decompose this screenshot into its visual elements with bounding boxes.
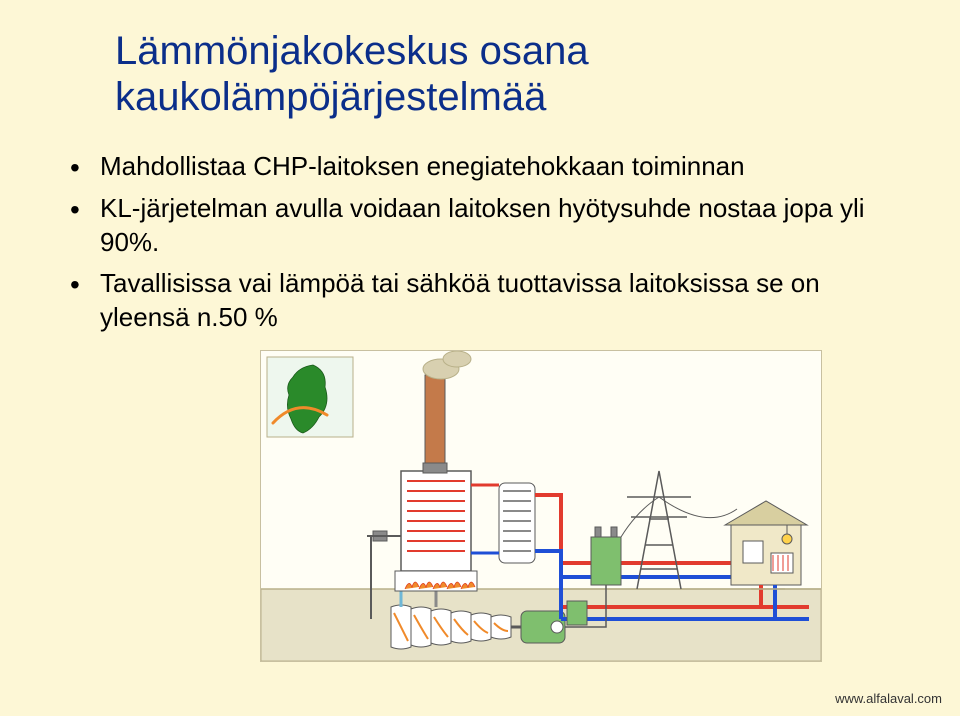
- bullet-item: Tavallisissa vai lämpöä tai sähköä tuott…: [60, 267, 880, 335]
- bullet-list: Mahdollistaa CHP-laitoksen enegiatehokka…: [60, 150, 880, 343]
- title-line-1: Lämmönjakokeskus osana: [115, 29, 589, 73]
- slide: Lämmönjakokeskus osana kaukolämpöjärjest…: [0, 0, 960, 716]
- bullet-text-2: KL-järjetelman avulla voidaan laitoksen …: [100, 193, 865, 257]
- chp-diagram: [260, 350, 822, 662]
- bullet-text-1: Mahdollistaa CHP-laitoksen enegiatehokka…: [100, 151, 745, 181]
- bullet-text-3: Tavallisissa vai lämpöä tai sähköä tuott…: [100, 268, 820, 332]
- title-line-2: kaukolämpöjärjestelmää: [115, 75, 546, 119]
- chp-diagram-svg: [261, 351, 821, 661]
- bullet-item: Mahdollistaa CHP-laitoksen enegiatehokka…: [60, 150, 880, 184]
- bullet-item: KL-järjetelman avulla voidaan laitoksen …: [60, 192, 880, 260]
- footer-url: www.alfalaval.com: [835, 691, 942, 706]
- slide-title: Lämmönjakokeskus osana kaukolämpöjärjest…: [115, 28, 589, 120]
